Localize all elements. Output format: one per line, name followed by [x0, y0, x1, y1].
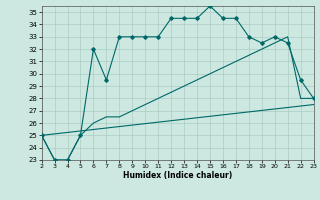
X-axis label: Humidex (Indice chaleur): Humidex (Indice chaleur): [123, 171, 232, 180]
